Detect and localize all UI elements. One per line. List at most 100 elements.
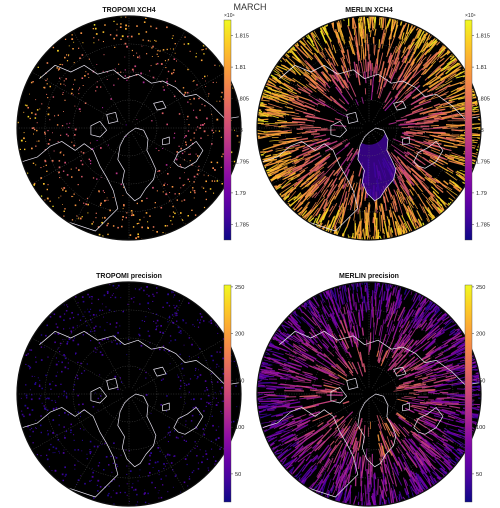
sounding xyxy=(86,325,88,327)
graticule xyxy=(257,16,481,240)
sounding-track xyxy=(387,320,393,336)
sounding xyxy=(193,175,196,178)
sounding-track xyxy=(394,61,400,72)
sounding xyxy=(59,342,62,345)
colorbar-gradient xyxy=(464,284,473,503)
sounding-track xyxy=(309,389,333,394)
sounding xyxy=(47,433,49,435)
latitude-circle xyxy=(340,365,398,423)
sounding xyxy=(120,297,122,299)
sounding-track xyxy=(307,215,313,222)
sounding-track xyxy=(411,340,430,356)
sounding-track xyxy=(321,378,341,386)
sounding-track xyxy=(436,184,444,190)
sounding xyxy=(164,225,167,227)
sounding xyxy=(202,455,204,458)
sounding-track xyxy=(293,170,312,187)
sounding xyxy=(20,139,23,142)
sounding xyxy=(124,56,126,58)
sounding-track xyxy=(261,372,284,378)
sounding-track xyxy=(309,183,318,194)
sounding xyxy=(193,197,195,199)
sounding-track xyxy=(275,429,284,434)
sounding-track xyxy=(395,289,400,299)
sounding-track xyxy=(328,36,334,50)
sounding-track xyxy=(379,458,383,466)
sounding xyxy=(190,420,193,422)
sounding-track xyxy=(299,173,315,188)
sounding-track xyxy=(379,494,381,506)
sounding xyxy=(131,68,134,71)
sounding-track xyxy=(306,343,318,351)
sounding-track xyxy=(329,440,335,446)
sounding xyxy=(47,184,49,186)
sounding-track xyxy=(302,144,314,150)
sounding-track xyxy=(396,192,403,205)
sounding-track xyxy=(269,131,292,136)
sounding-track xyxy=(265,161,273,166)
sounding xyxy=(38,140,40,142)
colorbar-tick-label: 150 xyxy=(235,378,244,384)
sounding xyxy=(46,83,48,85)
map-background xyxy=(17,282,241,506)
sounding xyxy=(128,25,130,27)
sounding-track xyxy=(382,97,393,110)
sounding-track xyxy=(388,20,397,40)
sounding-track xyxy=(403,91,413,99)
coastline-island xyxy=(402,402,410,412)
sounding xyxy=(112,490,114,492)
coastline-island xyxy=(330,120,347,138)
sounding xyxy=(208,95,209,97)
sounding-track xyxy=(415,315,425,329)
sounding-track xyxy=(380,16,383,28)
sounding-track xyxy=(384,453,391,475)
sounding xyxy=(152,45,154,48)
sounding xyxy=(90,451,92,453)
sounding-track xyxy=(453,144,461,146)
sounding-track xyxy=(394,17,399,37)
sounding-track xyxy=(403,222,408,229)
sounding-track xyxy=(420,330,434,345)
sounding-track xyxy=(421,361,435,368)
sounding-track xyxy=(396,309,406,330)
sounding xyxy=(186,463,188,466)
sounding-track xyxy=(372,16,375,22)
sounding-track xyxy=(397,456,406,471)
sounding-track xyxy=(405,452,418,468)
sounding xyxy=(162,49,165,51)
sounding xyxy=(44,131,46,134)
meridian xyxy=(374,131,467,185)
sounding-track xyxy=(395,40,401,54)
sounding xyxy=(69,122,71,124)
sounding-track xyxy=(349,424,358,441)
sounding-track xyxy=(397,85,405,93)
colorbar-tick-label: 1.785 xyxy=(476,222,490,228)
sounding xyxy=(172,211,175,213)
sounding-track xyxy=(277,329,297,343)
sounding-track xyxy=(280,64,290,70)
sounding-track xyxy=(335,469,342,491)
sounding-track xyxy=(396,78,405,88)
sounding xyxy=(210,402,212,403)
sounding xyxy=(173,294,176,296)
sounding-track xyxy=(377,423,386,441)
sounding-track xyxy=(443,68,462,81)
sounding xyxy=(150,452,152,454)
sounding xyxy=(136,25,138,27)
sounding-track xyxy=(282,93,296,101)
sounding-track xyxy=(361,282,364,284)
sounding-track xyxy=(361,454,364,473)
sounding-track xyxy=(424,66,440,81)
sounding-track xyxy=(372,322,375,343)
sounding-track xyxy=(404,479,409,486)
sounding xyxy=(77,449,80,451)
sounding-track xyxy=(334,118,342,121)
sounding xyxy=(138,475,140,477)
sounding xyxy=(214,180,216,182)
sounding xyxy=(139,219,141,221)
sounding xyxy=(63,111,64,112)
sounding-track xyxy=(345,168,350,177)
sounding xyxy=(84,102,87,104)
sounding xyxy=(49,316,52,318)
sounding-track xyxy=(477,132,481,136)
